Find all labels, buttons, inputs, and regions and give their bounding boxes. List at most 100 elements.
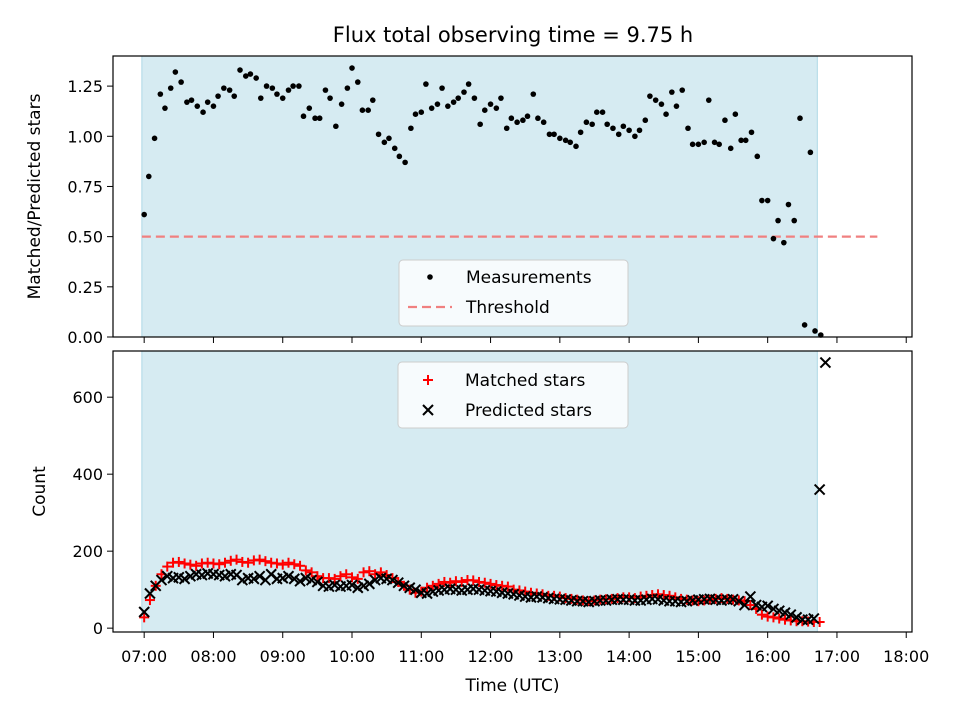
measurement-point (705, 97, 712, 103)
x-tick-label: 14:00 (606, 647, 652, 666)
x-stroke-b (490, 585, 503, 598)
x-stroke-b (519, 590, 531, 603)
x-stroke-b (207, 568, 220, 580)
measurement-point (727, 145, 734, 152)
x-stroke-b (409, 583, 422, 596)
measurement-point (247, 71, 254, 77)
x-stroke-b (542, 592, 555, 604)
x-tick-label: 16:00 (745, 647, 791, 666)
measurement-point (514, 119, 520, 126)
measurement-point (204, 99, 211, 105)
x-stroke-b (144, 587, 156, 600)
x-stroke-b (190, 568, 202, 580)
x-stroke-b (311, 576, 324, 588)
matched-star-point (468, 575, 479, 586)
y-tick-label: 0.00 (67, 328, 103, 347)
measurement-point (391, 145, 398, 152)
measurement-point (167, 85, 174, 91)
predicted-star-point (363, 578, 376, 590)
measurement-point (349, 65, 355, 71)
measurement-point (673, 103, 680, 109)
measurement-point (748, 129, 755, 136)
matched-star-point (341, 569, 352, 580)
x-stroke-b (138, 606, 150, 618)
matched-star-point (277, 559, 288, 570)
predicted-star-point (790, 611, 803, 624)
measurement-point (237, 67, 243, 73)
measurement-point (423, 81, 429, 87)
measurement-point (562, 137, 569, 144)
x-stroke-b (658, 594, 670, 607)
x-tick-label: 11:00 (398, 647, 444, 666)
x-stroke-b (300, 572, 312, 584)
matched-star-point (162, 561, 173, 572)
measurement-point (354, 79, 361, 85)
measurement-point (344, 85, 351, 91)
legend-marker-measurements (427, 274, 433, 280)
matched-star-point (375, 567, 386, 578)
x-stroke-b (513, 589, 526, 602)
x-stroke-b (225, 568, 237, 580)
measurement-point (306, 105, 313, 111)
matched-star-point (173, 556, 184, 567)
measurement-point (535, 115, 541, 122)
x-stroke-b (779, 607, 791, 619)
y-tick-label: 0 (93, 619, 103, 638)
measurement-point (546, 131, 553, 138)
measurement-point (551, 131, 557, 138)
x-stroke-b (473, 583, 485, 596)
measurement-point (461, 89, 467, 95)
measurement-point (589, 121, 595, 128)
measurement-point (338, 101, 345, 107)
measurement-point (434, 101, 441, 107)
matched-star-point (271, 558, 282, 569)
measurement-point (807, 149, 814, 156)
matched-star-point (300, 565, 311, 576)
measurement-point (493, 105, 500, 111)
matched-star-point (144, 595, 155, 606)
matched-star-point (335, 571, 346, 582)
x-tick-label: 10:00 (329, 647, 375, 666)
measurement-point (791, 217, 798, 224)
legend-bottom: Matched stars Predicted stars (397, 361, 629, 429)
measurement-point (530, 91, 537, 97)
measurement-point (477, 121, 483, 128)
x-stroke-b (173, 571, 185, 584)
x-stroke-b (502, 587, 514, 600)
measurement-point (679, 87, 686, 93)
x-stroke-b (785, 608, 797, 621)
x-stroke-b (375, 572, 387, 584)
measurement-point (599, 109, 606, 115)
x-stroke-b (415, 587, 427, 599)
measurement-point (540, 119, 547, 126)
x-stroke-b (422, 404, 434, 416)
x-axis-label: Time (UTC) (465, 676, 560, 696)
matched-star-point (479, 577, 490, 588)
measurement-point (188, 97, 195, 103)
matched-star-point (364, 566, 375, 577)
legend-label-threshold: Threshold (465, 298, 550, 318)
matched-star-point (139, 612, 150, 623)
x-stroke-b (328, 579, 341, 591)
x-tick-label: 13:00 (537, 647, 583, 666)
x-stroke-b (750, 599, 762, 611)
x-stroke-b (265, 568, 277, 580)
measurement-point (652, 97, 659, 103)
x-stroke-b (531, 590, 543, 603)
x-stroke-b (767, 603, 780, 615)
x-stroke-b (346, 579, 358, 591)
measurement-point (701, 139, 707, 146)
measurement-point (626, 127, 632, 134)
measurement-point (226, 87, 233, 93)
measurement-point (593, 109, 600, 115)
y-tick-label: 400 (72, 465, 103, 484)
measurement-point (157, 91, 164, 97)
predicted-star-point (733, 595, 745, 607)
matched-star-point (191, 560, 202, 571)
predicted-star-point (178, 573, 191, 585)
measurement-point (231, 93, 238, 99)
measurement-point (647, 93, 653, 99)
measurement-point (781, 239, 787, 246)
predicted-star-point (288, 573, 300, 585)
